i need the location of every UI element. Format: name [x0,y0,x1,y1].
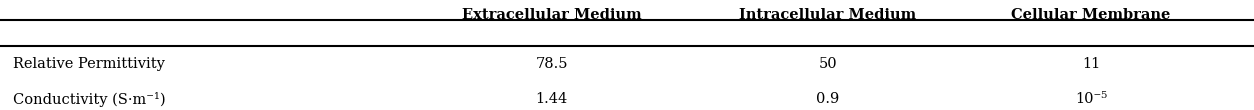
Text: 10⁻⁵: 10⁻⁵ [1075,92,1107,106]
Text: 50: 50 [819,57,836,71]
Text: 78.5: 78.5 [535,57,568,71]
Text: Cellular Membrane: Cellular Membrane [1011,8,1171,22]
Text: 11: 11 [1082,57,1100,71]
Text: Conductivity (S·m⁻¹): Conductivity (S·m⁻¹) [13,92,166,106]
Text: Extracellular Medium: Extracellular Medium [461,8,642,22]
Text: 0.9: 0.9 [816,92,839,106]
Text: Relative Permittivity: Relative Permittivity [13,57,164,71]
Text: 1.44: 1.44 [535,92,568,106]
Text: Intracellular Medium: Intracellular Medium [739,8,917,22]
